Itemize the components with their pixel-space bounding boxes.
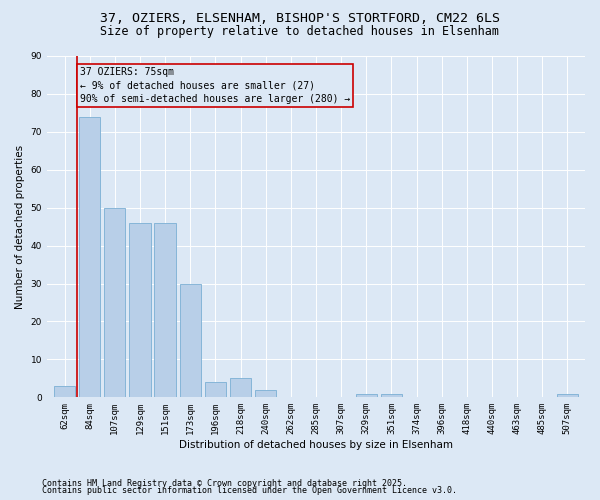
Bar: [79, 116, 100, 398]
Text: Contains public sector information licensed under the Open Government Licence v3: Contains public sector information licen…: [42, 486, 457, 495]
Bar: [381, 394, 402, 398]
Bar: [54, 386, 75, 398]
Bar: [129, 223, 151, 398]
Bar: [104, 208, 125, 398]
Text: Contains HM Land Registry data © Crown copyright and database right 2025.: Contains HM Land Registry data © Crown c…: [42, 478, 407, 488]
Y-axis label: Number of detached properties: Number of detached properties: [15, 144, 25, 308]
Bar: [205, 382, 226, 398]
Bar: [154, 223, 176, 398]
Text: 37, OZIERS, ELSENHAM, BISHOP'S STORTFORD, CM22 6LS: 37, OZIERS, ELSENHAM, BISHOP'S STORTFORD…: [100, 12, 500, 26]
Text: 37 OZIERS: 75sqm
← 9% of detached houses are smaller (27)
90% of semi-detached h: 37 OZIERS: 75sqm ← 9% of detached houses…: [80, 68, 350, 104]
Bar: [179, 284, 201, 398]
Bar: [230, 378, 251, 398]
Bar: [557, 394, 578, 398]
X-axis label: Distribution of detached houses by size in Elsenham: Distribution of detached houses by size …: [179, 440, 453, 450]
Text: Size of property relative to detached houses in Elsenham: Size of property relative to detached ho…: [101, 25, 499, 38]
Bar: [356, 394, 377, 398]
Bar: [255, 390, 277, 398]
